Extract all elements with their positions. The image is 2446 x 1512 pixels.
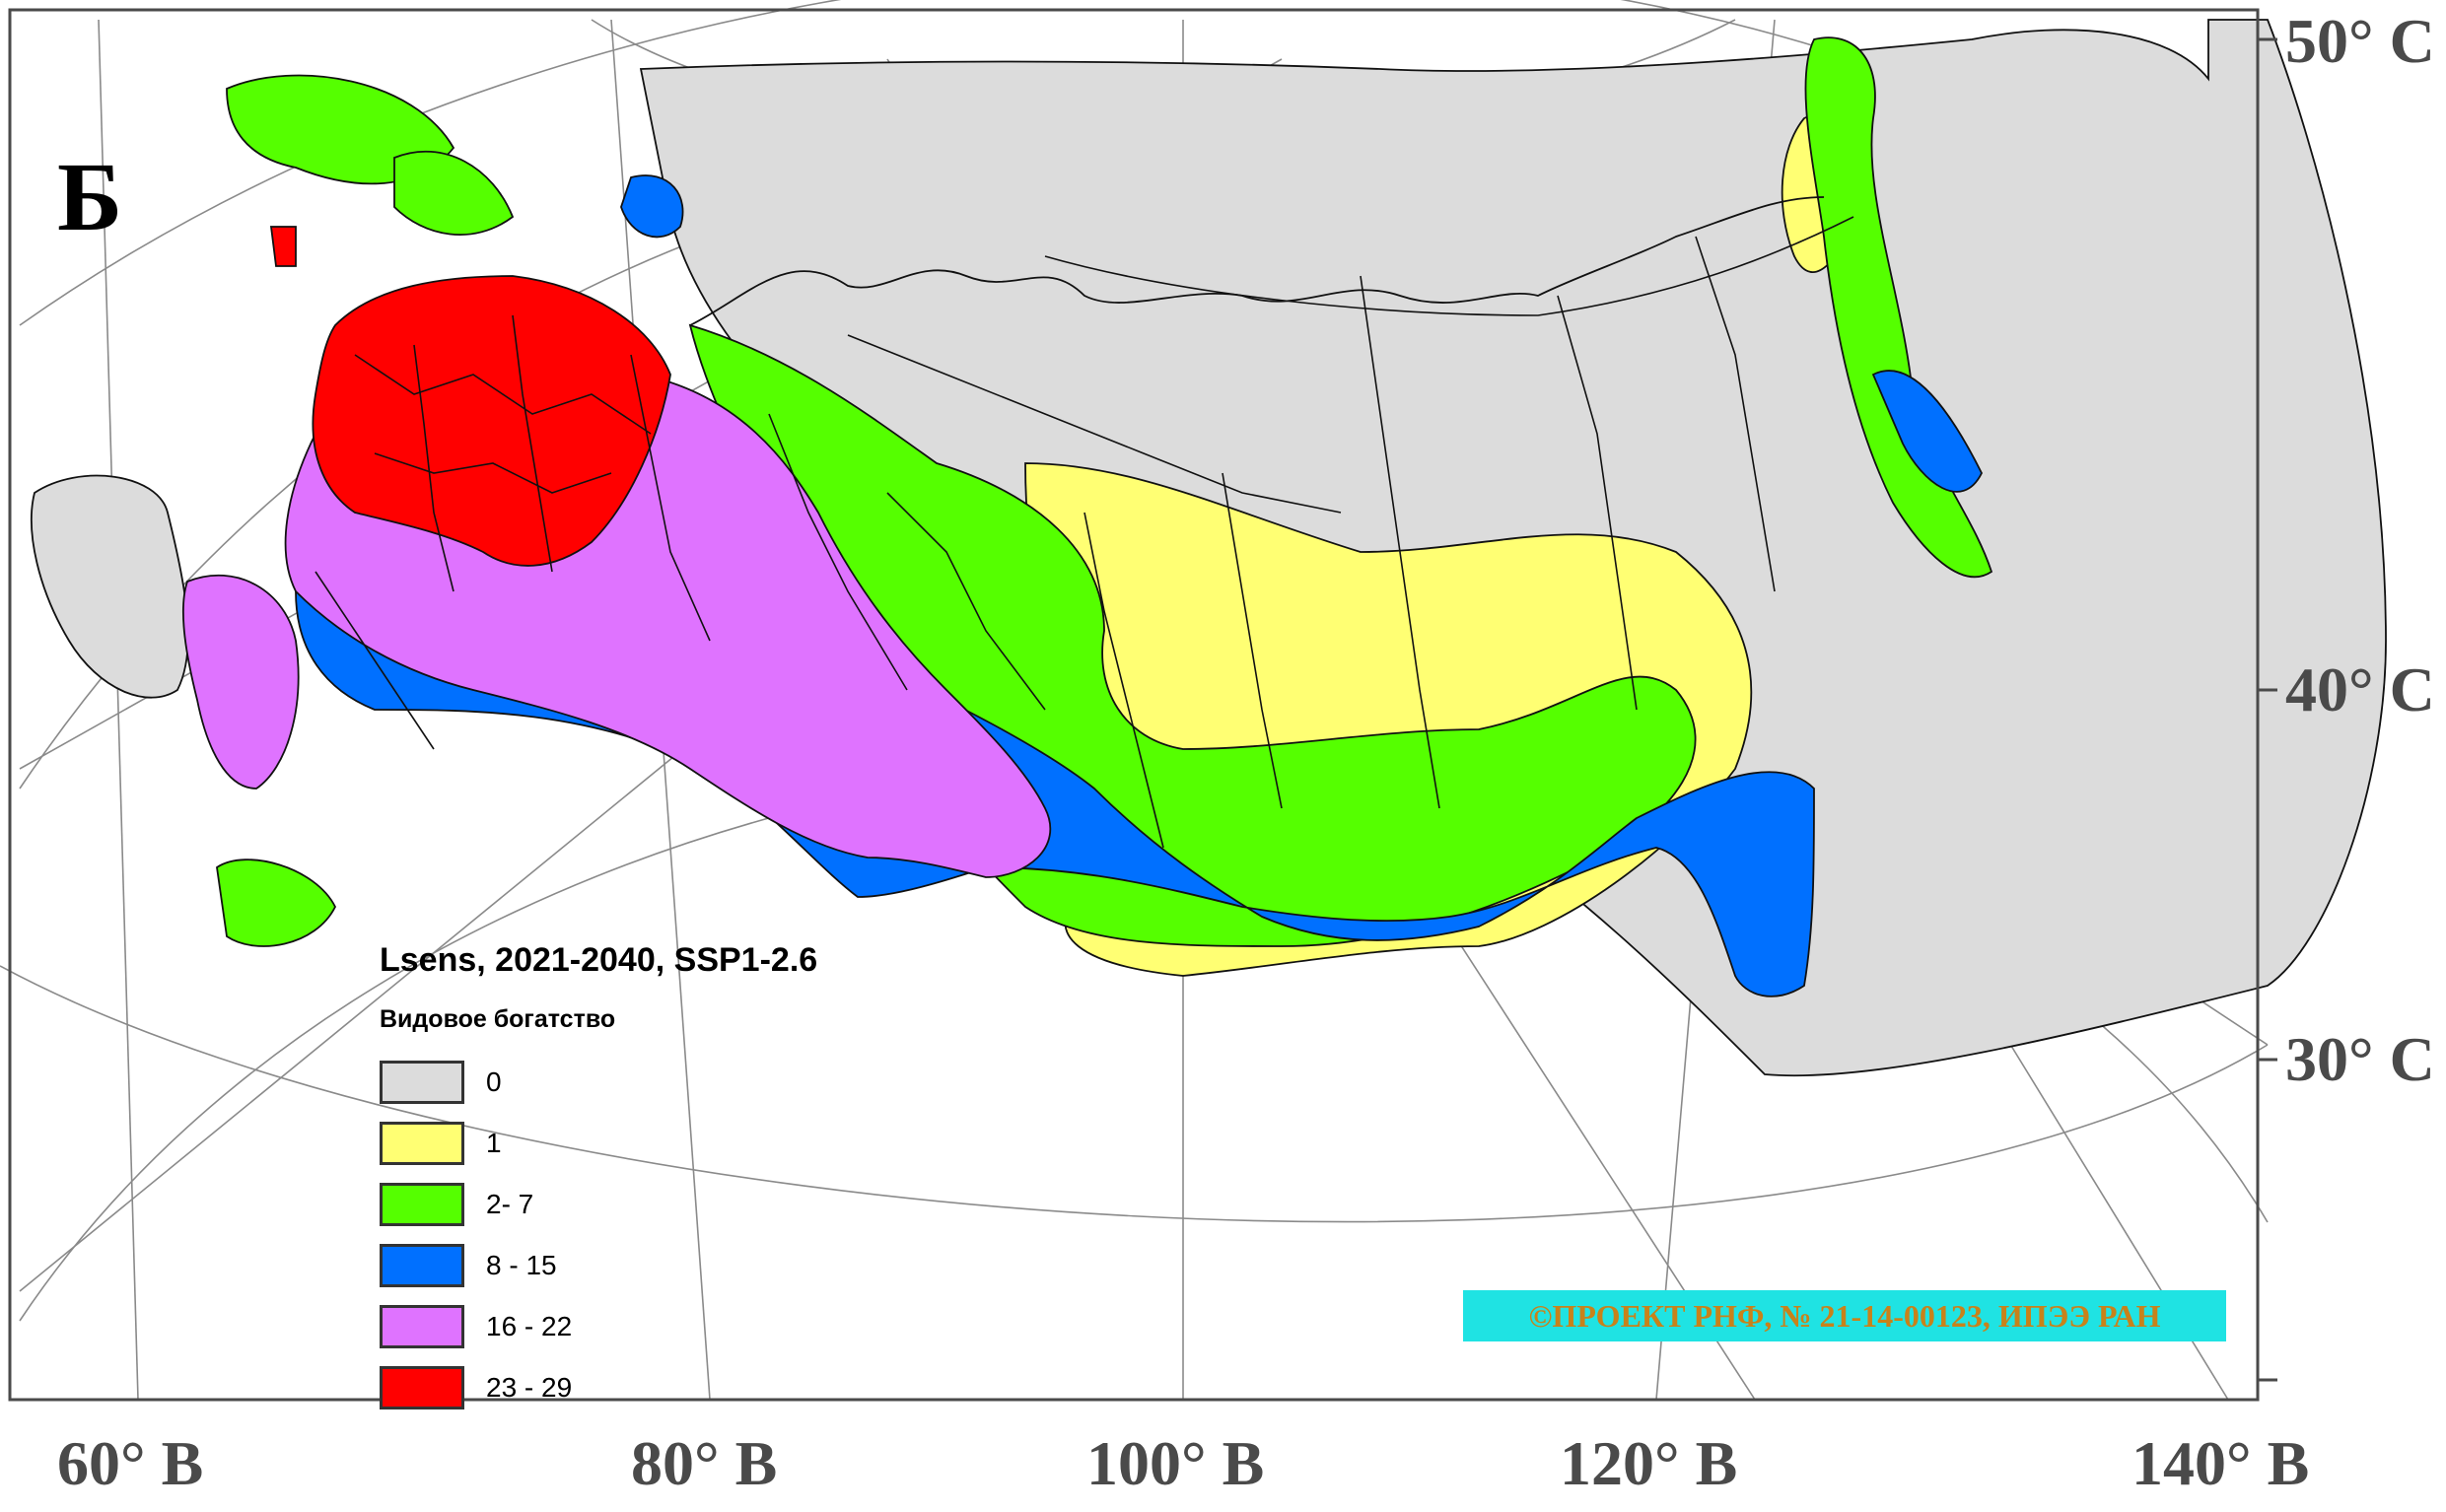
- legend-item: 8 - 15: [380, 1235, 817, 1296]
- region-richness-2-7-caucasus: [216, 859, 337, 947]
- frame-ticks: [2258, 37, 2277, 1382]
- map-frame: [8, 8, 2260, 1402]
- legend-label: 1: [486, 1128, 502, 1158]
- region-richness-0-west: [31, 474, 189, 699]
- legend-label: 0: [486, 1066, 502, 1097]
- legend-label: 16 - 22: [486, 1311, 573, 1341]
- longitude-label-100: 100° В: [1086, 1428, 1265, 1498]
- legend-title: Lsens, 2021-2040, SSP1-2.6: [380, 941, 818, 979]
- legend-swatch: [380, 1305, 464, 1348]
- legend-items: 0 1 2- 7 8 - 15 16 - 22 23 - 29: [380, 1052, 817, 1418]
- legend-label: 23 - 29: [486, 1372, 573, 1403]
- legend-item: 1: [380, 1113, 817, 1174]
- legend-swatch: [380, 1183, 464, 1226]
- legend-item: 23 - 29: [380, 1357, 817, 1418]
- legend-subtitle: Видовое богатство: [380, 1005, 616, 1033]
- panel-letter: Б: [57, 142, 123, 251]
- legend-swatch: [380, 1244, 464, 1287]
- region-richness-2-7-kamchatka: [1804, 36, 1993, 579]
- legend-label: 2- 7: [486, 1189, 534, 1219]
- northern-coastline: [689, 196, 1825, 326]
- legend-item: 0: [380, 1052, 817, 1113]
- latitude-label-50: 50° С: [2285, 6, 2435, 76]
- region-richness-23-29-small: [269, 226, 297, 267]
- region-richness-23-29: [312, 275, 671, 567]
- region-richness-8-15-north: [620, 174, 684, 239]
- legend-item: 16 - 22: [380, 1296, 817, 1357]
- longitude-label-120: 120° В: [1560, 1428, 1738, 1498]
- copyright-badge: ©ПРОЕКТ РНФ, № 21-14-00123, ИПЭЭ РАН: [1463, 1290, 2226, 1341]
- legend-label: 8 - 15: [486, 1250, 557, 1280]
- legend: Lsens, 2021-2040, SSP1-2.6 Видовое богат…: [380, 941, 817, 1418]
- longitude-label-80: 80° В: [631, 1428, 778, 1498]
- latitude-label-40: 40° С: [2285, 654, 2435, 724]
- longitude-label-140: 140° В: [2132, 1428, 2310, 1498]
- legend-swatch: [380, 1122, 464, 1165]
- legend-item: 2- 7: [380, 1174, 817, 1235]
- region-richness-8-15-sakhalin: [1871, 370, 1984, 493]
- graticule-parallel: [0, 965, 2269, 1223]
- legend-swatch: [380, 1366, 464, 1409]
- latitude-label-30: 30° С: [2285, 1024, 2435, 1094]
- longitude-label-60: 60° В: [57, 1428, 204, 1498]
- legend-swatch: [380, 1061, 464, 1104]
- region-richness-2-7-kola: [393, 150, 515, 237]
- region-richness-16-22-west: [182, 574, 300, 790]
- graticule-meridian: [98, 19, 139, 1401]
- admin-boundaries: [314, 216, 1854, 849]
